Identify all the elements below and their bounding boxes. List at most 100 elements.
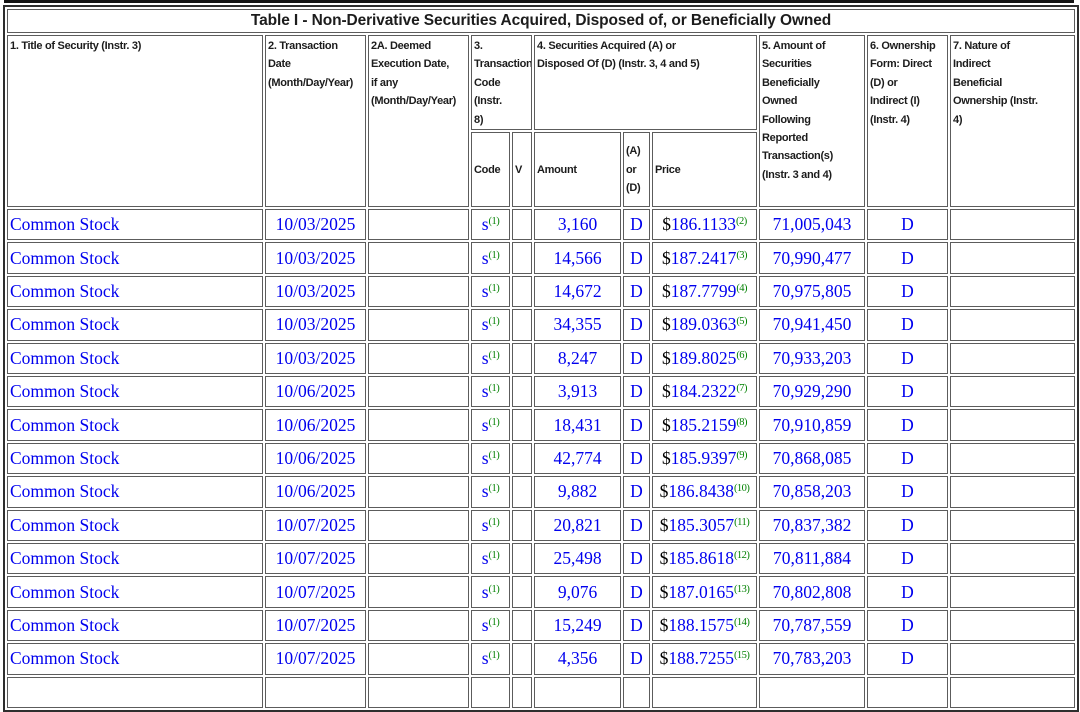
code-footnote: (1) [488,550,500,562]
transaction-date-cell: 10/07/2025 [265,576,366,608]
transaction-date-cell: 10/03/2025 [265,275,366,308]
security-title-cell: Common Stock [7,409,263,441]
dollar-sign: $ [659,581,669,602]
transaction-code: S [481,614,489,635]
partial-cell [652,676,757,708]
transaction-code-cell: S(1) [471,275,510,308]
dollar-sign: $ [661,414,671,435]
amount-cell: 20,821 [534,509,621,541]
acquired-disposed-cell: D [623,275,650,308]
col-header-deemed-execution-date: 2A. Deemed Execution Date, if any (Month… [368,35,469,208]
col-header-title-of-security: 1. Title of Security (Instr. 3) [7,35,263,208]
transaction-row: Common Stock 10/03/2025 S(1) 14,566 D $1… [7,242,1076,274]
code-footnote: (1) [488,283,500,294]
acquired-disposed-cell: D [623,609,650,642]
transaction-date-cell: 10/03/2025 [265,342,366,374]
transaction-row: Common Stock 10/06/2025 S(1) 3,913 D $18… [7,375,1076,408]
ownership-form-cell: D [867,409,948,441]
code-footnote: (1) [488,416,500,428]
price-value: 189.0363 [670,314,737,335]
price-value: 184.2322 [670,381,737,402]
non-derivative-securities-table: Table I - Non-Derivative Securities Acqu… [3,5,1080,712]
code-footnote: (1) [488,216,500,228]
deemed-execution-date-cell [368,275,469,308]
price-footnote: (10) [733,483,750,495]
price-cell: $185.9397(9) [652,442,757,475]
partial-cell [368,676,469,708]
v-cell [512,209,532,241]
code-footnote: (1) [488,483,500,495]
partial-cell [7,676,263,708]
transaction-code-cell: S(1) [471,576,510,608]
shares-owned-cell: 70,787,559 [759,609,865,642]
shares-owned-cell: 70,975,805 [759,275,865,308]
price-value: 187.2417 [670,247,737,268]
price-value: 186.1133 [671,214,736,235]
transaction-date-cell: 10/07/2025 [265,609,366,642]
col-header-nature-of-ownership: 7. Nature of Indirect Beneficial Ownersh… [950,35,1076,208]
price-value: 188.7255 [668,648,734,669]
transaction-row: Common Stock 10/07/2025 S(1) 20,821 D $1… [7,509,1076,541]
ownership-form-cell: D [867,542,948,575]
amount-cell: 9,076 [534,576,621,608]
transaction-code: S [481,281,489,301]
amount-cell: 15,249 [534,609,621,642]
dollar-sign: $ [659,648,669,669]
transaction-date-cell: 10/07/2025 [265,643,366,675]
transaction-date-cell: 10/06/2025 [265,409,366,441]
transaction-code-cell: S(1) [471,409,510,441]
nature-of-ownership-cell [950,242,1076,274]
price-cell: $185.3057(11) [652,509,757,541]
transaction-code-cell: S(1) [471,242,510,274]
price-value: 189.8025 [670,347,737,368]
transaction-date-cell: 10/03/2025 [265,209,366,241]
header-row-sub: Code V Amount (A) or (D) Price [7,132,1075,208]
price-cell: $186.8438(10) [652,476,757,508]
security-title-cell: Common Stock [7,309,263,341]
nature-of-ownership-cell [950,275,1076,308]
deemed-execution-date-cell [368,509,469,541]
security-title-cell: Common Stock [7,643,263,675]
transaction-code: S [481,481,489,502]
ownership-form-cell: D [867,342,948,374]
transaction-row: Common Stock 10/07/2025 S(1) 25,498 D $1… [7,542,1076,575]
nature-of-ownership-cell [950,509,1076,541]
amount-cell: 3,913 [534,375,621,408]
deemed-execution-date-cell [368,576,469,608]
col-header-securities-acquired-disposed: 4. Securities Acquired (A) or Disposed O… [534,35,757,131]
shares-owned-cell: 70,811,884 [759,542,865,575]
security-title-cell: Common Stock [7,576,263,608]
price-footnote: (7) [736,383,748,395]
nature-of-ownership-cell [950,643,1076,675]
transaction-code: S [481,314,489,335]
transaction-date-cell: 10/03/2025 [265,242,366,274]
nature-of-ownership-cell [950,375,1076,408]
price-footnote: (15) [733,650,750,662]
transaction-code: S [481,514,489,535]
amount-cell: 14,672 [534,275,621,308]
acquired-disposed-cell: D [623,442,650,475]
price-footnote: (4) [736,283,748,294]
partial-cell [512,676,532,708]
price-value: 187.0165 [668,581,734,602]
transaction-row: Common Stock 10/07/2025 S(1) 9,076 D $18… [7,576,1076,608]
shares-owned-cell: 70,783,203 [759,643,865,675]
transaction-row: Common Stock 10/03/2025 S(1) 3,160 D $18… [7,209,1076,241]
deemed-execution-date-cell [368,476,469,508]
transaction-code: S [481,447,489,468]
nature-of-ownership-cell [950,576,1076,608]
dollar-sign: $ [659,514,669,535]
price-cell: $185.2159(8) [652,409,757,441]
price-footnote: (13) [733,583,750,595]
transaction-code-cell: S(1) [471,209,510,241]
ownership-form-cell: D [867,643,948,675]
dollar-sign: $ [662,214,671,235]
price-value: 185.2159 [670,414,737,435]
ownership-form-cell: D [867,242,948,274]
security-title-cell: Common Stock [7,209,263,241]
deemed-execution-date-cell [368,409,469,441]
code-footnote: (1) [488,383,500,395]
deemed-execution-date-cell [368,442,469,475]
price-footnote: (11) [734,516,750,528]
transaction-code: S [481,214,489,235]
